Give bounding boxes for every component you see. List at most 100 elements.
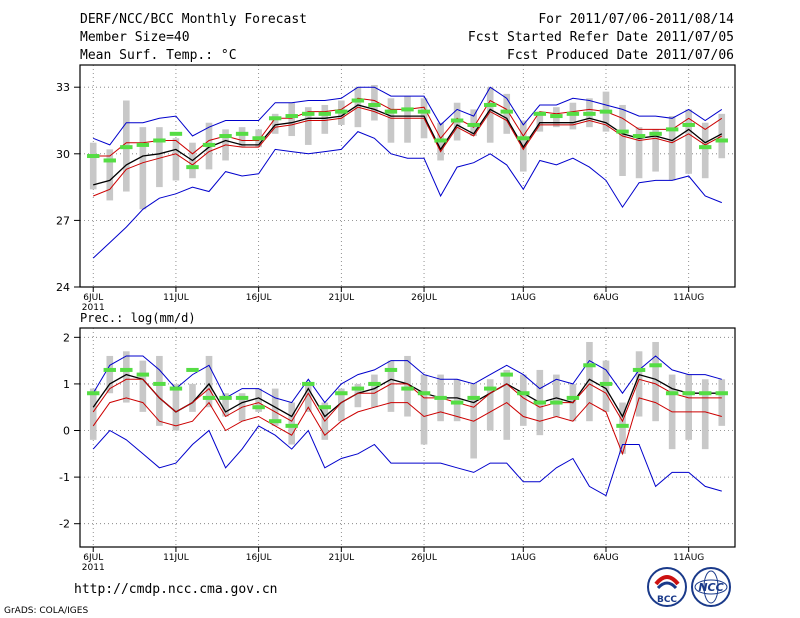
series-line-p_upper <box>92 378 722 423</box>
forecast-marker <box>632 134 646 139</box>
x-tick-label: 1AUG <box>511 553 536 563</box>
forecast-marker <box>682 391 695 396</box>
forecast-marker <box>136 372 150 377</box>
forecast-marker <box>169 386 183 391</box>
forecast-marker <box>483 102 497 107</box>
forecast-marker <box>268 419 282 424</box>
ensemble-bar <box>635 351 643 417</box>
ensemble-bar <box>619 104 626 176</box>
plot-frame <box>79 64 736 288</box>
y-tick-label: 24 <box>56 281 70 294</box>
ensemble-bar <box>255 388 262 412</box>
ensemble-bar <box>288 402 296 445</box>
ensemble-bar <box>685 374 692 440</box>
forecast-marker <box>186 165 199 170</box>
ensemble-bar <box>139 127 147 210</box>
x-tick-label: 16JUL <box>246 293 272 303</box>
year-label: 2011 <box>82 563 105 573</box>
ensemble-bar <box>354 383 362 408</box>
forecast-marker <box>699 145 712 150</box>
x-tick-label: 6JUL <box>83 293 103 303</box>
forecast-marker <box>467 395 480 400</box>
ensemble-bar <box>536 111 544 132</box>
forecast-marker <box>384 367 398 372</box>
ncc-logo: NCC <box>691 567 731 607</box>
forecast-marker <box>699 391 712 396</box>
ensemble-bar <box>619 402 626 454</box>
ensemble-bar <box>503 93 511 134</box>
forecast-marker <box>401 386 414 391</box>
ensemble-bar <box>404 96 411 143</box>
y-tick-label: 1 <box>63 378 70 391</box>
ensemble-bar <box>404 355 411 417</box>
panel-temperature: 24 27 30 33 6JUL 11JUL 16JUL 21JUL 26JUL 1AUG 6AUG… <box>56 64 736 313</box>
forecast-marker <box>566 395 580 400</box>
variable-label: Mean Surf. Temp.: °C <box>80 48 237 63</box>
forecast-marker <box>715 138 728 143</box>
forecast-marker <box>665 127 679 132</box>
forecast-marker <box>417 109 431 114</box>
forecast-marker <box>87 391 100 396</box>
chart-title: DERF/NCC/BCC Monthly Forecast <box>80 12 307 27</box>
forecast-marker <box>335 109 348 114</box>
ensemble-bar <box>718 379 726 426</box>
forecast-marker <box>335 391 348 396</box>
y-tick-label: 0 <box>63 425 70 438</box>
ensemble-bar <box>470 109 477 137</box>
forecast-marker <box>268 116 282 121</box>
ensemble-bar <box>271 113 279 134</box>
ensemble-bar <box>304 107 312 145</box>
forecast-marker <box>401 107 414 112</box>
ensemble-bar <box>519 374 527 426</box>
forecast-marker <box>467 122 480 127</box>
ensemble-bar <box>288 102 296 137</box>
grads-credit: GrADS: COLA/IGES <box>4 606 89 616</box>
source-url[interactable]: http://cmdp.ncc.cma.gov.cn <box>74 582 278 597</box>
ensemble-bar <box>238 127 246 148</box>
x-tick-label: 6AUG <box>593 553 618 563</box>
ensemble-bar <box>371 84 378 121</box>
ensemble-bar <box>321 104 329 134</box>
forecast-marker <box>599 381 613 386</box>
forecast-marker <box>153 381 166 386</box>
ensemble-bar <box>635 127 643 179</box>
forecast-marker <box>500 372 513 377</box>
forecast-marker <box>583 111 596 116</box>
ensemble-bar <box>569 102 577 130</box>
forecast-marker <box>632 367 646 372</box>
ensemble-bar <box>420 374 428 445</box>
forecast-marker <box>715 391 728 396</box>
forecast-marker <box>186 367 199 372</box>
started-refer-date: Fcst Started Refer Date 2011/07/05 <box>467 30 734 45</box>
forecast-marker <box>351 386 365 391</box>
forecast-marker <box>136 142 150 147</box>
ensemble-bar <box>685 109 692 174</box>
forecast-marker <box>302 381 315 386</box>
ensemble-bar <box>652 341 659 422</box>
x-tick-label: 11JUL <box>163 553 189 563</box>
forecast-marker <box>235 131 249 136</box>
forecast-marker <box>533 111 547 116</box>
y-tick-label: -2 <box>59 518 70 531</box>
forecast-marker <box>434 395 447 400</box>
ensemble-bar <box>89 142 97 190</box>
ensemble-bar <box>652 129 659 172</box>
ensemble-bar <box>156 127 163 188</box>
x-tick-label: 21JUL <box>328 293 354 303</box>
forecast-marker <box>517 136 530 141</box>
forecast-marker <box>120 145 133 150</box>
member-size: Member Size=40 <box>80 30 190 45</box>
forecast-marker <box>202 395 216 400</box>
ensemble-bar <box>106 355 114 394</box>
forecast-marker <box>351 98 365 103</box>
y-tick-label: 33 <box>56 81 70 94</box>
bcc-logo: BCC <box>647 567 687 607</box>
forecast-marker <box>450 400 464 405</box>
ensemble-bar <box>89 388 97 440</box>
ensemble-bar <box>139 360 147 412</box>
x-tick-label: 6AUG <box>593 293 618 303</box>
ensemble-bar <box>586 341 593 422</box>
forecast-marker <box>368 381 381 386</box>
